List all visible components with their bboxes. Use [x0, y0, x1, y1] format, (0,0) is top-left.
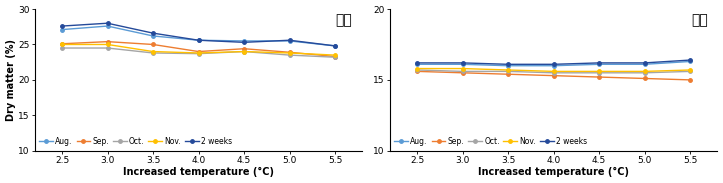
- Aug.: [504, 65, 513, 67]
- 2 weeks: [458, 62, 467, 64]
- Sep.: [458, 72, 467, 74]
- Line: 2 weeks: 2 weeks: [416, 58, 692, 66]
- Aug.: [549, 65, 558, 67]
- Line: Nov.: Nov.: [60, 43, 337, 57]
- Oct.: [103, 47, 112, 49]
- Line: Nov.: Nov.: [416, 67, 692, 73]
- 2 weeks: [686, 59, 695, 61]
- Line: Sep.: Sep.: [60, 40, 337, 58]
- Nov.: [149, 51, 158, 53]
- 2 weeks: [504, 63, 513, 65]
- X-axis label: Increased temperature (°C): Increased temperature (°C): [123, 167, 274, 178]
- Oct.: [330, 56, 339, 58]
- Oct.: [240, 51, 249, 53]
- Oct.: [458, 70, 467, 72]
- Line: Oct.: Oct.: [60, 46, 337, 59]
- Aug.: [240, 40, 249, 42]
- Y-axis label: Dry matter (%): Dry matter (%): [6, 39, 16, 121]
- Sep.: [240, 48, 249, 50]
- 2 weeks: [285, 39, 294, 41]
- Line: Aug.: Aug.: [60, 24, 337, 48]
- Nov.: [458, 68, 467, 70]
- Nov.: [285, 52, 294, 54]
- 2 weeks: [595, 62, 604, 64]
- Sep.: [686, 79, 695, 81]
- 2 weeks: [149, 32, 158, 34]
- Aug.: [149, 35, 158, 37]
- 2 weeks: [330, 45, 339, 47]
- 2 weeks: [194, 39, 203, 41]
- Oct.: [285, 54, 294, 56]
- Oct.: [504, 70, 513, 72]
- Text: 과육: 과육: [691, 13, 708, 27]
- Nov.: [413, 68, 422, 70]
- Aug.: [330, 45, 339, 47]
- Text: 과피: 과피: [335, 13, 353, 27]
- Sep.: [58, 43, 67, 45]
- Aug.: [285, 40, 294, 42]
- Aug.: [58, 29, 67, 31]
- Sep.: [194, 51, 203, 53]
- Sep.: [413, 70, 422, 72]
- Nov.: [58, 43, 67, 46]
- Aug.: [686, 60, 695, 63]
- Nov.: [595, 70, 604, 72]
- Nov.: [240, 51, 249, 53]
- Line: Sep.: Sep.: [416, 70, 692, 82]
- Aug.: [413, 63, 422, 65]
- Aug.: [103, 25, 112, 27]
- 2 weeks: [549, 63, 558, 65]
- Oct.: [194, 53, 203, 55]
- Oct.: [641, 72, 649, 74]
- Oct.: [686, 70, 695, 72]
- Nov.: [330, 54, 339, 56]
- Nov.: [103, 43, 112, 46]
- Oct.: [149, 52, 158, 54]
- Oct.: [413, 69, 422, 71]
- Line: Aug.: Aug.: [416, 60, 692, 68]
- Sep.: [103, 41, 112, 43]
- Sep.: [549, 74, 558, 77]
- 2 weeks: [641, 62, 649, 64]
- Sep.: [149, 43, 158, 46]
- Sep.: [285, 51, 294, 53]
- Nov.: [504, 69, 513, 71]
- Nov.: [194, 52, 203, 54]
- Aug.: [595, 63, 604, 65]
- Nov.: [641, 70, 649, 72]
- Sep.: [595, 76, 604, 78]
- Legend: Aug., Sep., Oct., Nov., 2 weeks: Aug., Sep., Oct., Nov., 2 weeks: [393, 136, 588, 147]
- Line: 2 weeks: 2 weeks: [60, 21, 337, 48]
- Legend: Aug., Sep., Oct., Nov., 2 weeks: Aug., Sep., Oct., Nov., 2 weeks: [38, 136, 233, 147]
- Sep.: [641, 77, 649, 80]
- Oct.: [549, 72, 558, 74]
- Aug.: [194, 39, 203, 41]
- Sep.: [330, 55, 339, 58]
- Aug.: [458, 63, 467, 65]
- Nov.: [549, 70, 558, 72]
- Aug.: [641, 63, 649, 65]
- 2 weeks: [413, 62, 422, 64]
- Line: Oct.: Oct.: [416, 68, 692, 74]
- X-axis label: Increased temperature (°C): Increased temperature (°C): [478, 167, 629, 178]
- Nov.: [686, 69, 695, 71]
- Oct.: [595, 72, 604, 74]
- Oct.: [58, 47, 67, 49]
- 2 weeks: [103, 22, 112, 24]
- Sep.: [504, 73, 513, 75]
- 2 weeks: [58, 25, 67, 27]
- 2 weeks: [240, 41, 249, 43]
